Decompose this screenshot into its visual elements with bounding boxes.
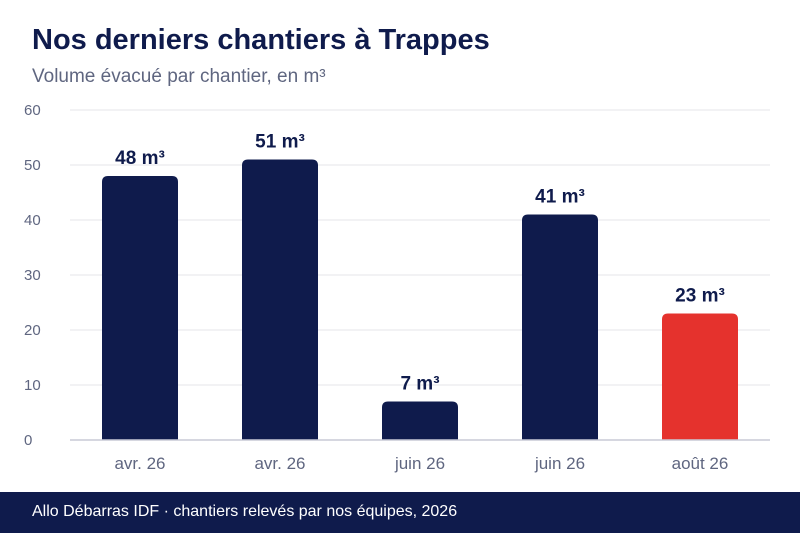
bar: [382, 401, 458, 440]
y-tick-label: 60: [24, 102, 41, 119]
chart-title: Nos derniers chantiers à Trappes: [32, 24, 490, 56]
chart-subtitle: Volume évacué par chantier, en m³: [32, 66, 326, 87]
footer-source-text: Allo Débarras IDF · chantiers relevés pa…: [32, 503, 458, 520]
bar-value-label: 51 m³: [255, 132, 305, 153]
bar-value-label: 41 m³: [535, 187, 585, 208]
data-labels: 48 m³ 51 m³ 7 m³ 41 m³ 23 m³: [115, 132, 725, 395]
bar: [102, 176, 178, 440]
x-tick-label: août 26: [672, 454, 729, 473]
footer-bar: Allo Débarras IDF · chantiers relevés pa…: [0, 492, 800, 533]
x-tick-label: avr. 26: [254, 454, 305, 473]
bars: [102, 159, 738, 440]
bar-chart: 0 10 20 30 40 50 60 48 m³ 51 m³ 7 m³ 41 m³ 23 m³ a…: [24, 102, 770, 473]
y-tick-label: 50: [24, 157, 41, 174]
y-tick-label: 20: [24, 322, 41, 339]
x-tick-label: juin 26: [394, 454, 445, 473]
bar-value-label: 23 m³: [675, 286, 725, 307]
bar: [522, 214, 598, 440]
y-tick-label: 0: [24, 432, 32, 449]
y-tick-label: 40: [24, 212, 41, 229]
y-tick-label: 10: [24, 377, 41, 394]
y-tick-label: 30: [24, 267, 41, 284]
x-tick-label: juin 26: [534, 454, 585, 473]
bar-value-label: 7 m³: [400, 374, 439, 395]
gridlines: [70, 109, 770, 386]
bar-value-label: 48 m³: [115, 148, 165, 169]
x-axis-ticks: avr. 26 avr. 26 juin 26 juin 26 août 26: [114, 454, 728, 473]
x-tick-label: avr. 26: [114, 454, 165, 473]
bar: [242, 159, 318, 440]
y-axis-ticks: 0 10 20 30 40 50 60: [24, 102, 41, 449]
bar: [662, 313, 738, 440]
